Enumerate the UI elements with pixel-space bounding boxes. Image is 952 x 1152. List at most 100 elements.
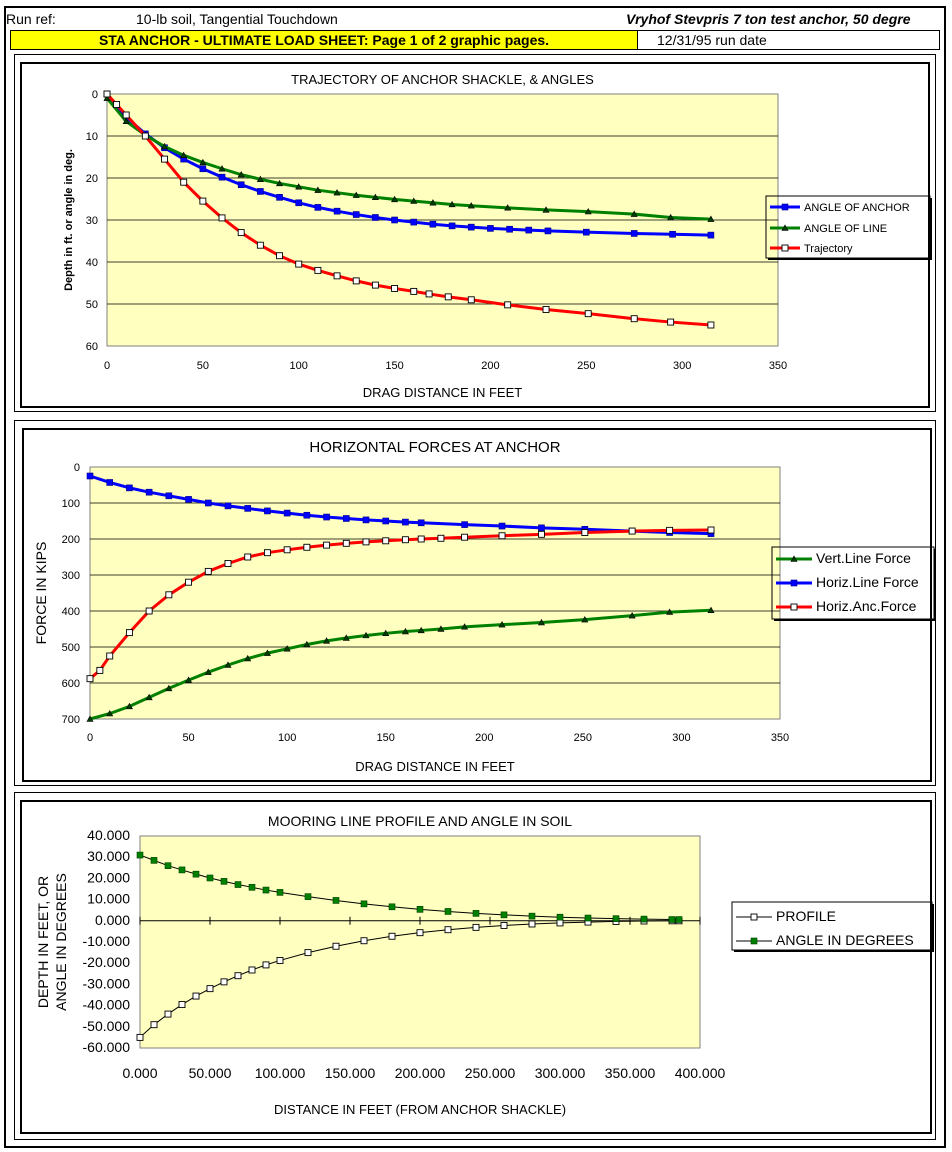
data-point (630, 315, 638, 323)
chart-title: HORIZONTAL FORCES AT ANCHOR (309, 439, 560, 456)
data-point (382, 629, 390, 637)
data-point (199, 158, 207, 166)
data-point (323, 637, 331, 644)
y-tick-label: 20.000 (87, 869, 130, 885)
data-point (444, 293, 452, 301)
data-point (164, 1010, 172, 1018)
data-point (224, 502, 232, 510)
data-point (218, 214, 226, 222)
data-point (218, 165, 226, 172)
data-point (224, 661, 232, 668)
legend-label: ANGLE OF LINE (804, 223, 887, 235)
data-point (96, 666, 104, 674)
data-point (372, 214, 379, 221)
x-tick-label: 100.000 (255, 1065, 306, 1081)
data-point (525, 226, 533, 234)
run-ref-value: 10-lb soil, Tangential Touchdown (136, 11, 338, 27)
x-tick-label: 400.000 (675, 1065, 726, 1081)
data-point (136, 1033, 144, 1041)
chart-title: TRAJECTORY OF ANCHOR SHACKLE, & ANGLES (291, 72, 594, 87)
data-point (244, 505, 252, 512)
x-tick-label: 350 (769, 360, 787, 372)
legend-label: Horiz.Anc.Force (816, 598, 917, 614)
data-point (264, 507, 271, 515)
data-point (675, 916, 683, 923)
data-point (584, 914, 592, 922)
y-tick-label: -20.000 (83, 954, 131, 970)
data-point (669, 230, 676, 238)
data-point (248, 884, 256, 891)
data-point (150, 857, 158, 864)
data-point (180, 178, 188, 186)
y-tick-label: -50.000 (83, 1018, 131, 1034)
data-point (612, 915, 620, 922)
data-point (136, 851, 144, 859)
data-point (262, 961, 270, 969)
data-point (161, 155, 168, 163)
y-tick-label: 30 (86, 215, 98, 227)
x-tick-label: 300 (673, 360, 691, 372)
data-point (220, 978, 228, 986)
sheet-frame (4, 6, 946, 1148)
plot-area (89, 466, 781, 720)
data-point (628, 527, 636, 535)
data-point (487, 225, 494, 232)
y-tick-label: 10 (86, 131, 98, 143)
data-point (263, 649, 271, 656)
data-point (237, 229, 245, 237)
data-point (323, 541, 331, 549)
data-point (256, 175, 264, 182)
data-point (362, 516, 370, 524)
data-point (303, 511, 311, 519)
data-point (185, 676, 193, 683)
data-point (145, 488, 153, 496)
data-point (467, 202, 475, 209)
chart-frame-trajectory (20, 62, 930, 408)
data-point (125, 702, 133, 710)
data-point (667, 318, 675, 326)
data-point (500, 922, 508, 929)
data-point (528, 920, 536, 928)
sheet-title: STA ANCHOR - ULTIMATE LOAD SHEET: Page 1… (11, 31, 638, 49)
x-tick-label: 200.000 (395, 1065, 446, 1081)
series-line (105, 93, 711, 237)
data-point (371, 281, 379, 289)
data-point (402, 518, 409, 526)
data-point (391, 285, 399, 292)
data-point (584, 207, 592, 215)
data-point (248, 966, 256, 974)
y-tick-label: 100 (62, 498, 80, 510)
data-point (416, 929, 424, 937)
data-point (707, 606, 715, 613)
data-point (401, 536, 409, 544)
data-point (204, 567, 212, 575)
data-point (542, 306, 550, 313)
data-point (472, 923, 480, 931)
legend-marker (790, 603, 798, 611)
data-point (429, 220, 437, 228)
data-point (244, 654, 252, 662)
y-tick-label: 30.000 (87, 848, 130, 864)
data-point (668, 916, 676, 923)
data-point (506, 225, 513, 233)
data-point (640, 915, 648, 923)
data-point (467, 223, 475, 231)
data-point (538, 530, 545, 538)
data-point (145, 607, 153, 615)
legend-shadow (930, 198, 932, 260)
chart-panel-profile (14, 792, 936, 1140)
legend-label: ANGLE OF ANCHOR (804, 202, 910, 214)
x-tick-label: 0.000 (122, 1065, 157, 1081)
data-point (437, 534, 445, 542)
y-tick-label: 0 (74, 462, 80, 474)
y-axis-label: Depth in ft. or angle in deg. (63, 149, 75, 291)
data-point (199, 197, 207, 205)
data-point (220, 878, 228, 885)
data-point (161, 142, 169, 150)
data-point (180, 151, 188, 159)
x-tick-label: 0 (104, 360, 110, 372)
data-point (382, 517, 390, 525)
legend-shadow (774, 619, 936, 621)
data-point (165, 492, 173, 500)
data-point (342, 634, 350, 641)
